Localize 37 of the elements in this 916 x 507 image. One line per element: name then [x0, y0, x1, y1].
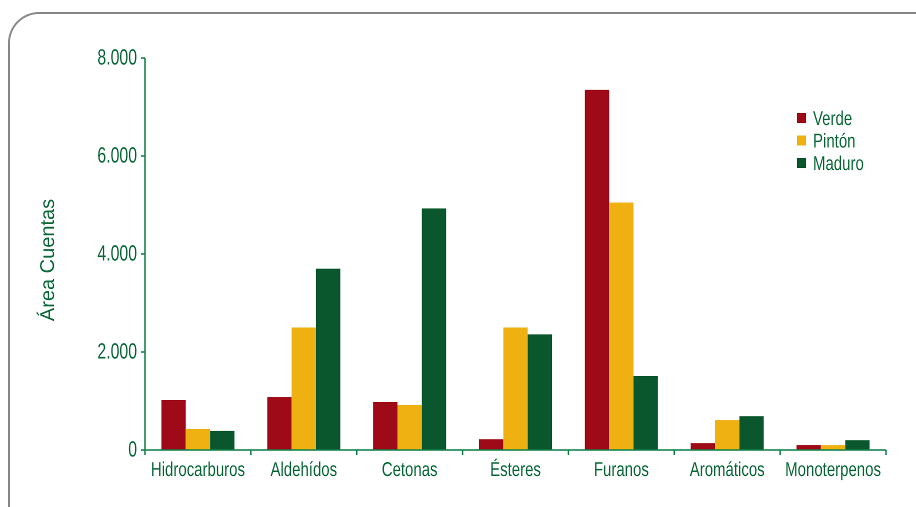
x-tick-label: Furanos	[594, 458, 649, 481]
bar	[292, 328, 316, 450]
bar	[267, 397, 292, 450]
y-tick-label: 2.000	[97, 340, 137, 364]
x-tick-label: Cetonas	[382, 458, 438, 481]
bar	[503, 328, 528, 450]
bar	[186, 428, 210, 450]
bar	[634, 376, 658, 450]
bar	[739, 416, 764, 450]
y-tick-label: 0	[128, 438, 137, 462]
bar	[397, 404, 422, 450]
x-tick-label: Aldehídos	[270, 458, 338, 481]
x-tick-label: Monoterpenos	[785, 458, 882, 481]
bar	[161, 400, 186, 450]
bar	[609, 202, 634, 450]
y-tick-label: 6.000	[97, 144, 137, 168]
x-tick-label: Aromáticos	[690, 458, 765, 481]
x-tick-label: Ésteres	[490, 458, 542, 481]
bar	[528, 334, 552, 450]
bar	[422, 208, 446, 450]
bar	[820, 445, 846, 450]
bar	[584, 90, 610, 450]
bar	[478, 439, 504, 450]
bar	[715, 420, 740, 450]
bar	[316, 268, 340, 450]
bar	[845, 440, 870, 450]
y-tick-label: 8.000	[97, 46, 137, 70]
legend-label: Verde	[813, 106, 852, 130]
bar	[373, 402, 398, 450]
legend-label: Pintón	[813, 129, 856, 152]
legend-label: Maduro	[813, 152, 864, 174]
y-tick-label: 4.000	[97, 242, 137, 266]
bar	[796, 445, 821, 450]
x-tick-label: Hidrocarburos	[150, 458, 246, 481]
bar	[690, 443, 716, 450]
bar	[210, 430, 234, 450]
y-axis-title: Área Cuentas	[36, 198, 59, 322]
